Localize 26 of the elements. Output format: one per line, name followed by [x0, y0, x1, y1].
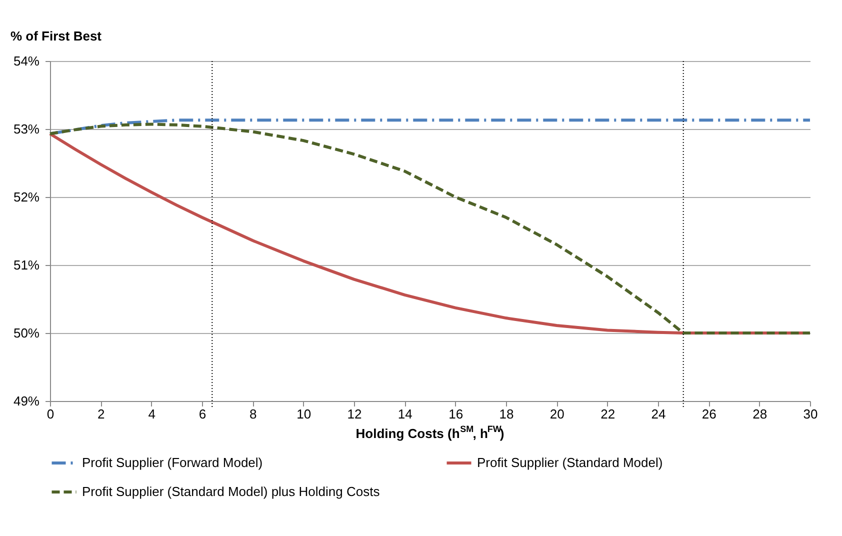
y-axis-title: % of First Best	[10, 28, 102, 44]
y-tick-label: 54%	[13, 54, 40, 68]
legend-label: Profit Supplier (Standard Model) plus Holding Costs	[82, 484, 380, 499]
x-tick-label: 4	[148, 406, 156, 422]
legend-label: Profit Supplier (Standard Model)	[477, 455, 663, 470]
x-tick-label: 14	[398, 406, 412, 422]
x-tick-label: 22	[600, 406, 616, 422]
y-tick-label: 53%	[13, 122, 40, 136]
y-tick-label: 52%	[13, 190, 40, 204]
x-tick-label: 24	[651, 406, 666, 422]
x-tick-label: 16	[448, 406, 464, 422]
x-tick-label: 12	[347, 406, 362, 422]
legend-label: Profit Supplier (Forward Model)	[82, 455, 263, 470]
y-tick-label: 49%	[13, 394, 40, 408]
x-tick-label: 28	[752, 406, 768, 422]
y-tick-label: 51%	[13, 258, 40, 272]
x-tick-label: 18	[499, 406, 514, 422]
x-tick-label: 10	[296, 406, 312, 422]
x-tick-label: 0	[46, 406, 54, 422]
x-tick-label: 2	[98, 406, 105, 422]
y-tick-label: 50%	[13, 326, 40, 340]
x-tick-label: 8	[250, 406, 257, 422]
x-tick-label: 20	[550, 406, 564, 422]
x-tick-label: 30	[803, 406, 818, 422]
x-tick-label: 6	[198, 406, 206, 422]
x-tick-label: 26	[702, 406, 716, 422]
